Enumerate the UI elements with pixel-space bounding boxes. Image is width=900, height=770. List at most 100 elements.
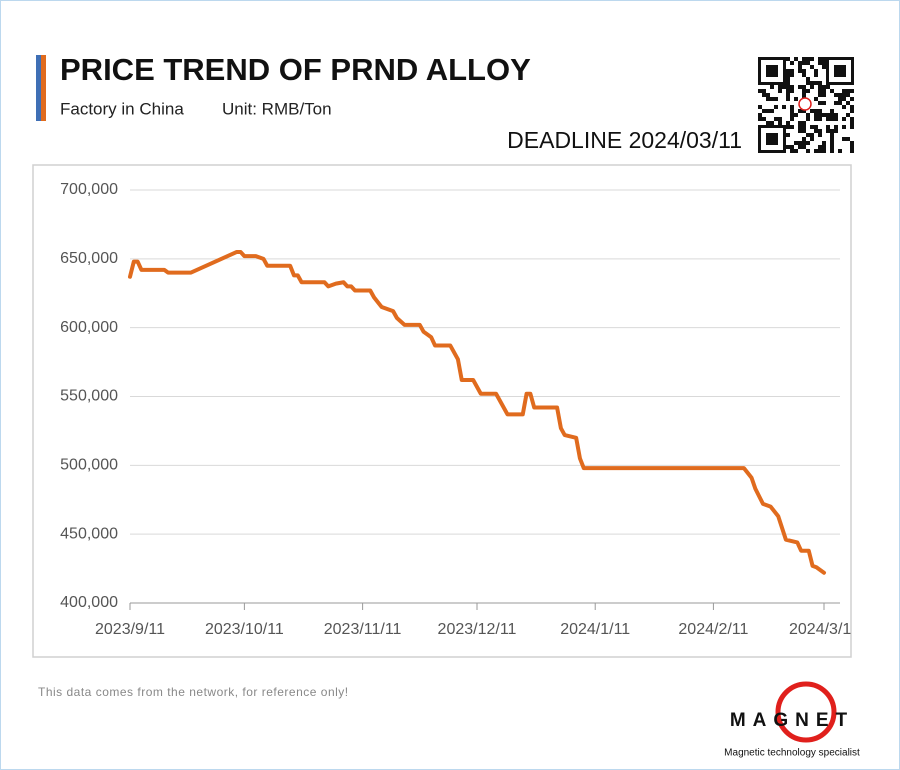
qr-cell [802,93,806,97]
qr-cell [818,89,822,93]
qr-cell [818,145,822,149]
qr-finder-dot [766,133,778,145]
qr-finder-dot [766,65,778,77]
qr-cell [786,57,790,61]
qr-cell [842,89,846,93]
qr-cell [830,141,834,145]
qr-logo [798,97,812,111]
qr-cell [770,121,774,125]
qr-cell [850,97,854,101]
x-tick-label: 2024/2/11 [678,621,748,638]
qr-cell [850,125,854,129]
qr-cell [774,97,778,101]
qr-cell [830,129,834,133]
qr-finder [826,57,854,85]
qr-cell [786,145,790,149]
qr-cell [850,149,854,153]
qr-cell [786,93,790,97]
qr-cell [834,101,838,105]
qr-cell [798,145,802,149]
qr-cell [806,141,810,145]
qr-cell [802,85,806,89]
qr-cell [786,89,790,93]
y-tick-label: 650,000 [60,250,118,267]
qr-cell [786,85,790,89]
qr-cell [770,97,774,101]
subtitle: Factory in China [60,99,184,118]
qr-cell [838,97,842,101]
qr-cell [850,121,854,125]
qr-cell [810,125,814,129]
qr-cell [794,57,798,61]
qr-cell [798,141,802,145]
qr-cell [810,81,814,85]
qr-cell [822,57,826,61]
plot-area: 2023/9/11 2023/10/11 2023/11/11 2023/12/11 2… [95,189,851,638]
qr-cell [838,149,842,153]
unit-label: Unit: RMB/Ton [222,99,332,118]
qr-cell [850,89,854,93]
qr-cell [790,69,794,73]
qr-cell [826,85,830,89]
qr-cell [802,145,806,149]
title-accent [36,55,46,121]
qr-cell [798,125,802,129]
qr-cell [822,141,826,145]
qr-cell [818,117,822,121]
qr-cell [818,101,822,105]
x-tick-label: 2023/11/11 [324,621,402,638]
qr-cell [814,113,818,117]
qr-cell [758,105,762,109]
qr-cell [842,93,846,97]
qr-cell [758,113,762,117]
qr-cell [850,109,854,113]
qr-cell [826,125,830,129]
qr-cell [842,97,846,101]
qr-cell [798,69,802,73]
chart-title: PRICE TREND OF PRND ALLOY [60,52,531,87]
qr-cell [846,113,850,117]
qr-cell [802,89,806,93]
qr-cell [814,109,818,113]
qr-cell [806,81,810,85]
qr-cell [842,117,846,121]
qr-cell [782,105,786,109]
qr-cell [790,113,794,117]
qr-cell [822,65,826,69]
qr-cell [834,113,838,117]
y-tick-label: 550,000 [60,388,118,405]
qr-cell [842,137,846,141]
qr-cell [798,109,802,113]
qr-cell [790,73,794,77]
footer-note: This data comes from the network, for re… [38,685,349,699]
qr-cell [790,125,794,129]
qr-cell [834,93,838,97]
qr-cell [842,105,846,109]
x-tick-label: 2023/12/11 [438,621,517,638]
qr-cell [822,145,826,149]
qr-cell [762,93,766,97]
qr-cell [818,81,822,85]
qr-cell [810,85,814,89]
qr-cell [818,85,822,89]
qr-cell [770,109,774,113]
qr-cell [810,133,814,137]
qr-cell [830,113,834,117]
qr-cell [802,129,806,133]
qr-cell [846,89,850,93]
qr-cell [778,117,782,121]
qr-cell [802,73,806,77]
qr-cell [770,85,774,89]
qr-cell [786,125,790,129]
qr-cell [850,141,854,145]
qr-cell [818,57,822,61]
qr-cell [818,133,822,137]
qr-cell [822,149,826,153]
qr-cell [794,113,798,117]
qr-cell [822,61,826,65]
qr-cell [794,141,798,145]
qr-cell [826,117,830,121]
qr-cell [786,133,790,137]
qr-cell [806,133,810,137]
qr-cell [786,77,790,81]
